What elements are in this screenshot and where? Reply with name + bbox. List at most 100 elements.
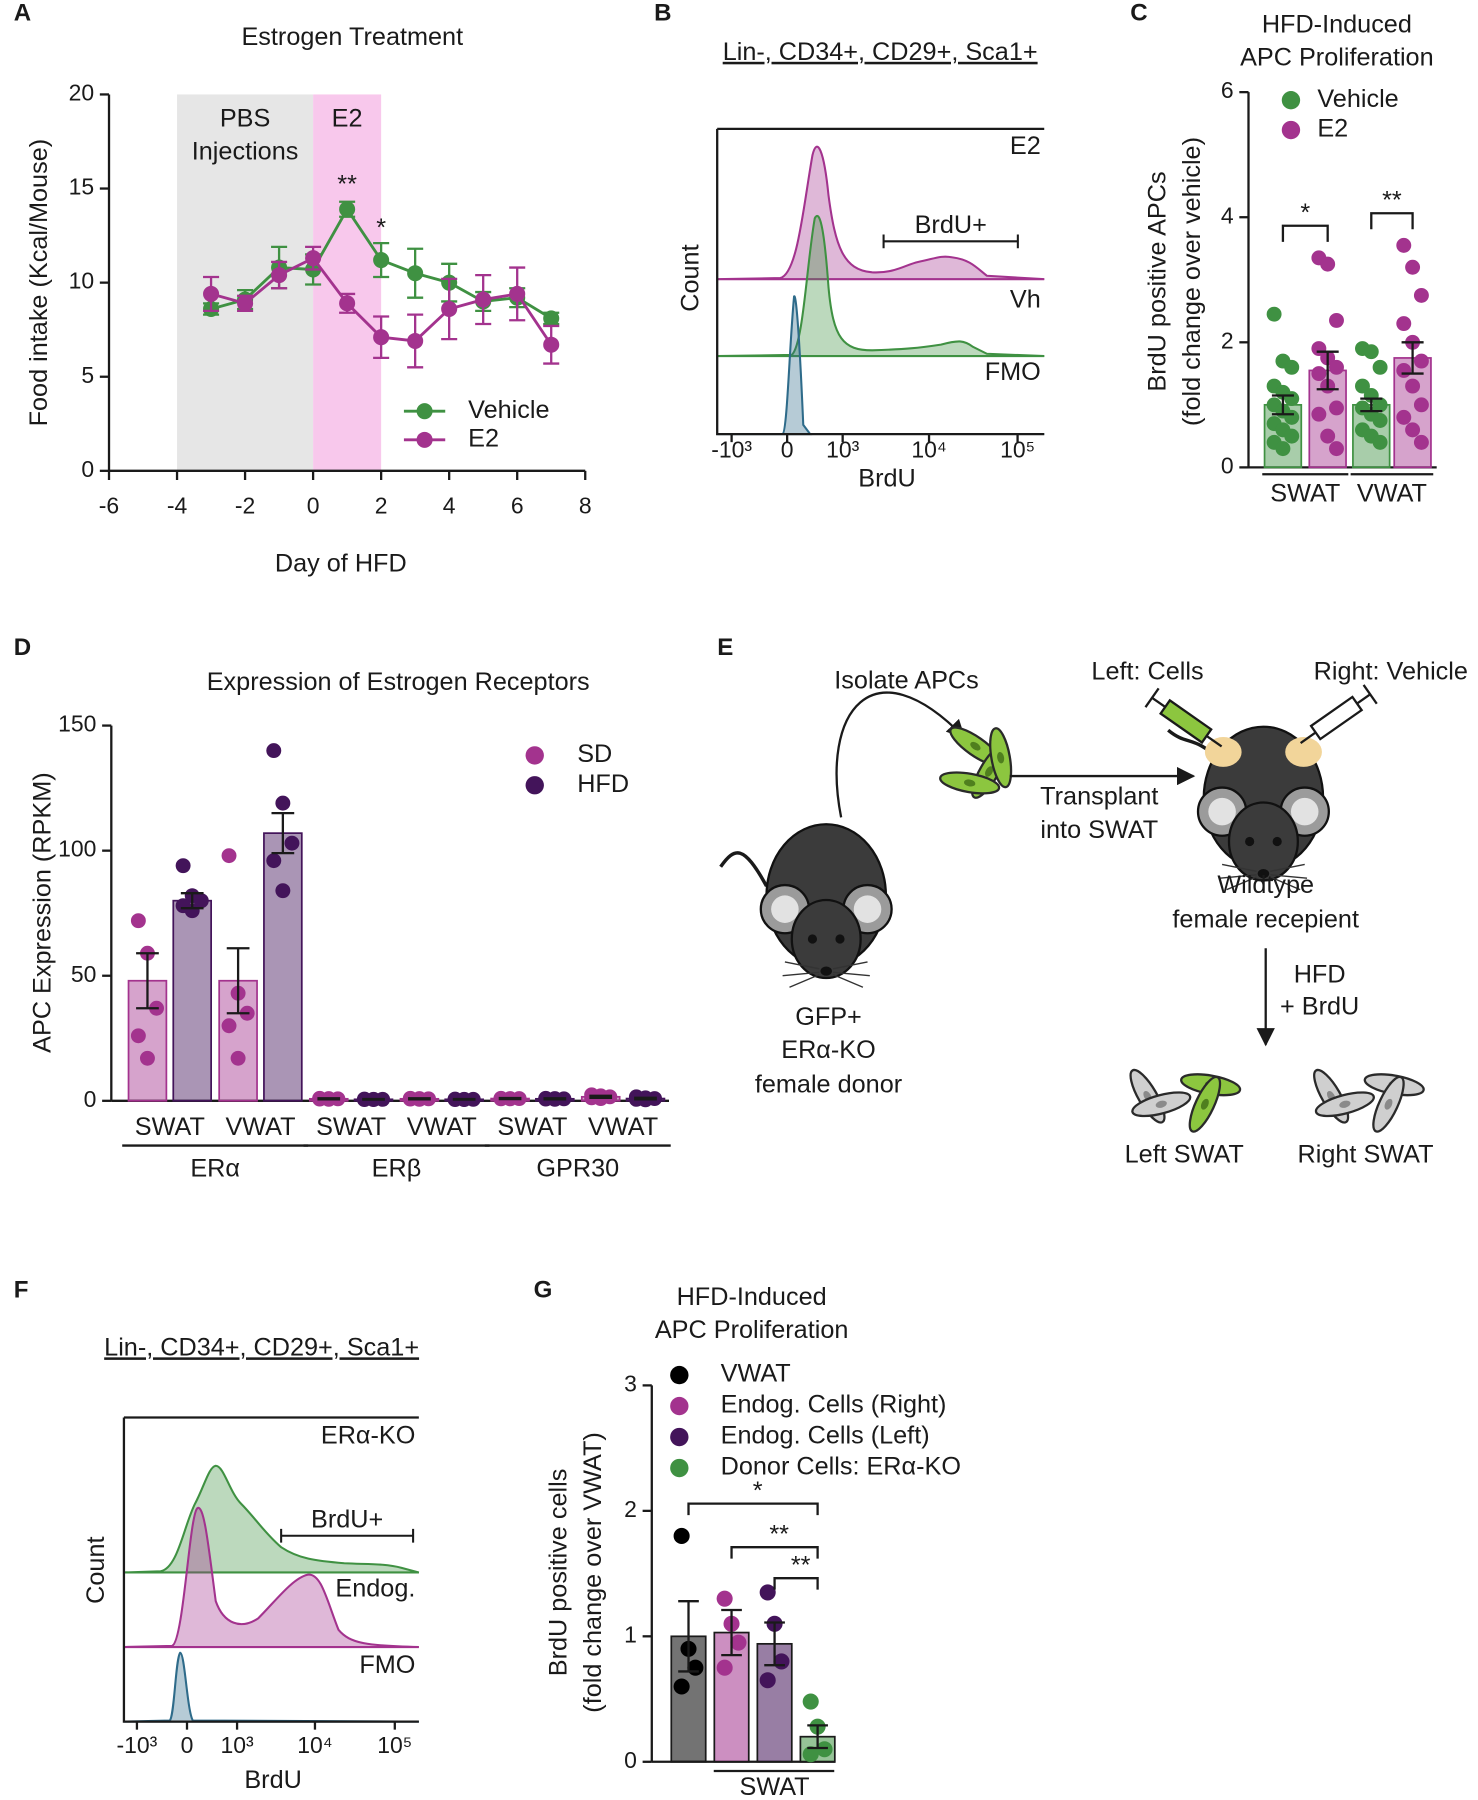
y-axis-label: Count — [82, 1536, 110, 1603]
step-label: Left SWAT — [1125, 1141, 1244, 1169]
group-label: SWAT — [740, 1773, 810, 1800]
histogram-curve — [717, 145, 1045, 281]
data-point — [759, 1672, 776, 1689]
error-bar — [136, 952, 159, 1010]
significance-bracket — [773, 1577, 819, 1590]
data-point — [716, 1590, 733, 1607]
data-point — [509, 285, 526, 302]
error-bar — [807, 1724, 828, 1750]
diagram-e: E Isolate APCs Left: Cells Right: Vehicl… — [717, 634, 1468, 1169]
data-point — [1413, 434, 1429, 450]
significance-bracket — [1370, 212, 1414, 230]
y-tick-label: 50 — [71, 961, 97, 987]
data-point — [275, 795, 291, 811]
data-point — [1413, 353, 1429, 369]
bar — [263, 832, 303, 1102]
error-bar — [271, 811, 295, 855]
error-bar — [362, 1097, 385, 1101]
legend-label: Endog. Cells (Right) — [721, 1391, 947, 1419]
mouse-tail — [719, 851, 769, 888]
x-tick-label: 0 — [181, 1732, 194, 1758]
error-bar — [317, 1097, 341, 1101]
shaded-region — [177, 94, 314, 471]
legend-marker — [1281, 91, 1301, 110]
chart-title: APC Proliferation — [1240, 44, 1434, 72]
x-tick-label: 10⁴ — [911, 436, 946, 462]
x-tick-label: SWAT — [316, 1113, 386, 1141]
data-point — [284, 835, 300, 851]
x-tick-label: -4 — [167, 493, 188, 519]
step-label: female recepient — [1172, 905, 1359, 933]
data-point — [1396, 237, 1412, 253]
gate — [882, 234, 1019, 249]
data-point — [1355, 378, 1370, 394]
error-bar — [589, 1094, 613, 1099]
x-axis-label: BrdU — [244, 1766, 302, 1794]
legend-marker — [670, 1458, 689, 1478]
step-label: HFD — [1294, 960, 1346, 988]
chart-title: HFD-Induced — [677, 1283, 827, 1311]
significance: ** — [791, 1551, 811, 1579]
track-label: E2 — [1010, 132, 1041, 160]
y-tick-label: 4 — [1221, 202, 1234, 228]
significance: * — [376, 214, 386, 242]
x-tick-label: 10⁴ — [297, 1732, 332, 1758]
region-label: PBS — [220, 104, 271, 132]
y-tick-label: 2 — [624, 1496, 637, 1522]
data-point — [305, 250, 322, 267]
error-bar — [408, 1097, 431, 1101]
data-point — [339, 295, 356, 312]
data-point — [1372, 434, 1388, 450]
y-tick-label: 100 — [58, 836, 96, 862]
legend-label: SD — [577, 740, 612, 768]
x-tick-label: 10⁵ — [1000, 436, 1035, 462]
error-bar — [1271, 394, 1294, 416]
significance: ** — [769, 1520, 789, 1548]
y-tick-label: 150 — [58, 711, 96, 737]
y-axis-label: BrdU positive cells — [545, 1469, 573, 1677]
step-label: ERα-KO — [781, 1036, 876, 1064]
data-point — [1329, 312, 1344, 328]
data-point — [266, 853, 282, 869]
error-bar — [1360, 397, 1383, 413]
legend-label: E2 — [468, 425, 499, 453]
plot-frame — [122, 1416, 419, 1723]
y-tick-label: 0 — [81, 456, 94, 482]
data-point — [230, 1050, 246, 1066]
y-tick-label: 15 — [69, 174, 95, 200]
error-bar — [678, 1600, 699, 1673]
x-tick-label: SWAT — [1270, 480, 1340, 508]
y-tick-label: 6 — [1221, 77, 1234, 103]
data-point — [139, 1050, 155, 1066]
y-axis-label: APC Expression (RPKM) — [28, 772, 56, 1052]
gate — [280, 1528, 415, 1543]
panel-letter: B — [654, 0, 671, 26]
shaded-region — [313, 94, 382, 471]
x-tick-label: -10³ — [117, 1732, 158, 1758]
y-axis-label: (fold change over vehicle) — [1178, 137, 1206, 426]
y-tick-label: 0 — [1221, 452, 1234, 478]
y-axis-label: Food intake (Kcal/Mouse) — [25, 139, 53, 427]
error-bar — [721, 1608, 742, 1657]
region-label: E2 — [332, 104, 363, 132]
step-label: into SWAT — [1040, 816, 1158, 844]
data-point — [184, 903, 200, 919]
plot-frame — [716, 127, 1045, 436]
histogram-curve — [123, 1464, 420, 1574]
data-point — [1320, 428, 1336, 444]
y-axis-label: Count — [677, 244, 705, 311]
x-tick-label: VWAT — [407, 1113, 477, 1141]
legend-marker — [670, 1396, 689, 1416]
step-label: Right SWAT — [1298, 1141, 1434, 1169]
panel-letter: C — [1130, 0, 1147, 26]
data-point — [237, 295, 254, 312]
step-label: Left: Cells — [1091, 657, 1203, 685]
fat-pad — [1285, 737, 1322, 767]
error-bar — [226, 947, 250, 1015]
error-bar — [634, 1096, 657, 1101]
data-point — [441, 300, 458, 318]
step-label: Right: Vehicle — [1314, 657, 1468, 685]
data-point — [730, 1634, 747, 1651]
y-tick-label: 0 — [624, 1747, 637, 1773]
